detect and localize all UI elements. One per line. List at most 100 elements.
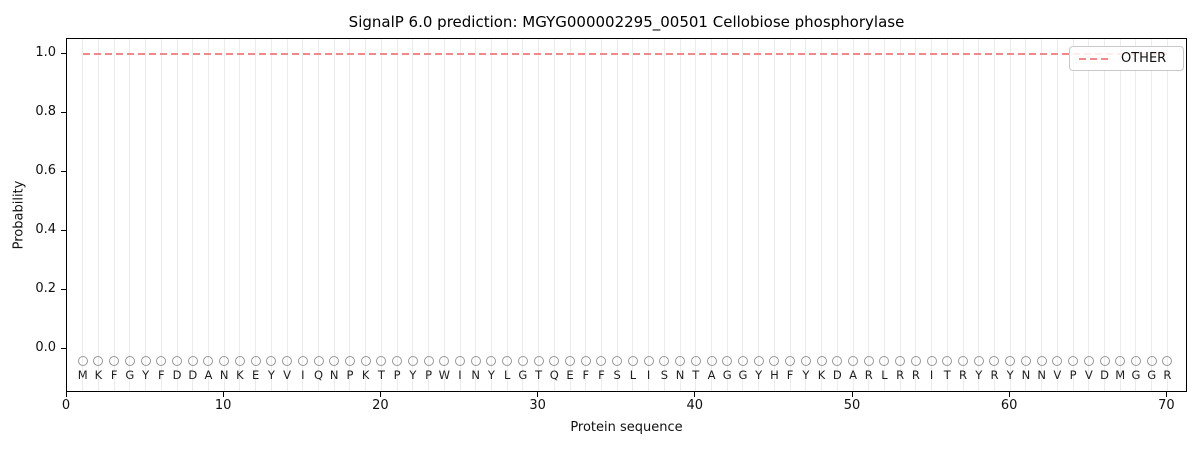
residue-gridline: [239, 39, 241, 391]
residue-letter: D: [1100, 368, 1109, 382]
x-tick-mark: [537, 392, 539, 397]
residue-markers-layer: [67, 39, 1186, 391]
residue-marker-circle-icon: [1020, 356, 1031, 366]
residue-letter: Y: [1006, 368, 1014, 382]
residue-letter: G: [1147, 368, 1157, 382]
residue-marker-circle-icon: [722, 356, 733, 366]
residue-marker-circle-icon: [517, 356, 528, 366]
residue-letter: D: [832, 368, 842, 382]
residue-gridline: [616, 39, 618, 391]
x-tick-label: 20: [372, 398, 389, 413]
residue-gridline: [412, 39, 414, 391]
residue-letter: R: [990, 368, 999, 382]
residue-gridline: [506, 39, 508, 391]
residue-gridline: [113, 39, 115, 391]
residue-gridline: [1135, 39, 1137, 391]
residue-marker-circle-icon: [282, 356, 293, 366]
residue-marker-circle-icon: [486, 356, 497, 366]
residue-gridline: [318, 39, 320, 391]
x-tick-label: 0: [61, 398, 71, 413]
residue-gridline: [915, 39, 917, 391]
y-tick-label: 0.6: [35, 163, 56, 178]
residue-marker-circle-icon: [156, 356, 167, 366]
residue-gridline: [1025, 39, 1027, 391]
residue-gridline: [1119, 39, 1121, 391]
residue-letter: A: [849, 368, 857, 382]
residue-letter: F: [582, 368, 590, 382]
residue-gridline: [883, 39, 885, 391]
residue-letter: K: [236, 368, 244, 382]
x-tick-mark: [379, 392, 381, 397]
residue-marker-circle-icon: [344, 356, 355, 366]
residue-marker-circle-icon: [659, 356, 670, 366]
x-axis-label: Protein sequence: [570, 420, 683, 435]
residue-letter: R: [959, 368, 968, 382]
x-tick-label: 30: [529, 398, 546, 413]
chart-title: SignalP 6.0 prediction: MGYG000002295_00…: [348, 13, 905, 31]
residue-gridline: [962, 39, 964, 391]
residue-gridline: [852, 39, 854, 391]
residue-marker-circle-icon: [973, 356, 984, 366]
x-tick-mark: [851, 392, 853, 397]
residue-gridline: [1041, 39, 1043, 391]
x-tick-mark: [222, 392, 224, 397]
residue-marker-circle-icon: [737, 356, 748, 366]
residue-marker-circle-icon: [785, 356, 796, 366]
residue-gridline: [349, 39, 351, 391]
residue-marker-circle-icon: [1052, 356, 1063, 366]
residue-gridline: [1104, 39, 1106, 391]
residue-letter: N: [471, 368, 481, 382]
residue-gridline: [553, 39, 555, 391]
residue-marker-circle-icon: [753, 356, 764, 366]
residue-letter: G: [125, 368, 135, 382]
residue-gridline: [365, 39, 367, 391]
residue-letter: I: [458, 368, 462, 382]
residue-letter: P: [425, 368, 433, 382]
residue-gridline: [585, 39, 587, 391]
y-tick-mark: [61, 170, 66, 172]
residue-gridline: [538, 39, 540, 391]
x-tick-label: 70: [1158, 398, 1175, 413]
y-tick-mark: [61, 229, 66, 231]
residue-gridline: [836, 39, 838, 391]
residue-letter: E: [251, 368, 260, 382]
residue-gridline: [679, 39, 681, 391]
residue-marker-circle-icon: [502, 356, 513, 366]
residue-marker-circle-icon: [140, 356, 151, 366]
residue-gridline: [1151, 39, 1153, 391]
legend-label: OTHER: [1121, 51, 1167, 66]
residue-marker-circle-icon: [203, 356, 214, 366]
residue-gridline: [160, 39, 162, 391]
residue-letter: I: [301, 368, 305, 382]
residue-gridline: [129, 39, 131, 391]
residue-gridline: [82, 39, 84, 391]
residue-letter: R: [1163, 368, 1172, 382]
residue-marker-circle-icon: [376, 356, 387, 366]
residue-letter: R: [864, 368, 873, 382]
residue-letter: L: [503, 368, 511, 382]
residue-marker-circle-icon: [109, 356, 120, 366]
residue-gridline: [459, 39, 461, 391]
residue-letter: M: [77, 368, 88, 382]
residue-letter: P: [1069, 368, 1077, 382]
residue-marker-circle-icon: [392, 356, 403, 366]
residue-marker-circle-icon: [989, 356, 1000, 366]
residue-marker-circle-icon: [266, 356, 277, 366]
residue-gridline: [899, 39, 901, 391]
residue-gridline: [176, 39, 178, 391]
residue-letter: D: [172, 368, 182, 382]
residue-marker-circle-icon: [596, 356, 607, 366]
residue-marker-circle-icon: [360, 356, 371, 366]
residue-letter: T: [692, 368, 700, 382]
residue-gridline: [758, 39, 760, 391]
residue-marker-circle-icon: [690, 356, 701, 366]
residue-letter: T: [535, 368, 543, 382]
residue-gridline: [931, 39, 933, 391]
residue-letter: Y: [142, 368, 150, 382]
residue-marker-circle-icon: [1036, 356, 1047, 366]
residue-letter: T: [377, 368, 385, 382]
residue-letter: K: [361, 368, 370, 382]
residue-letter: N: [329, 368, 339, 382]
